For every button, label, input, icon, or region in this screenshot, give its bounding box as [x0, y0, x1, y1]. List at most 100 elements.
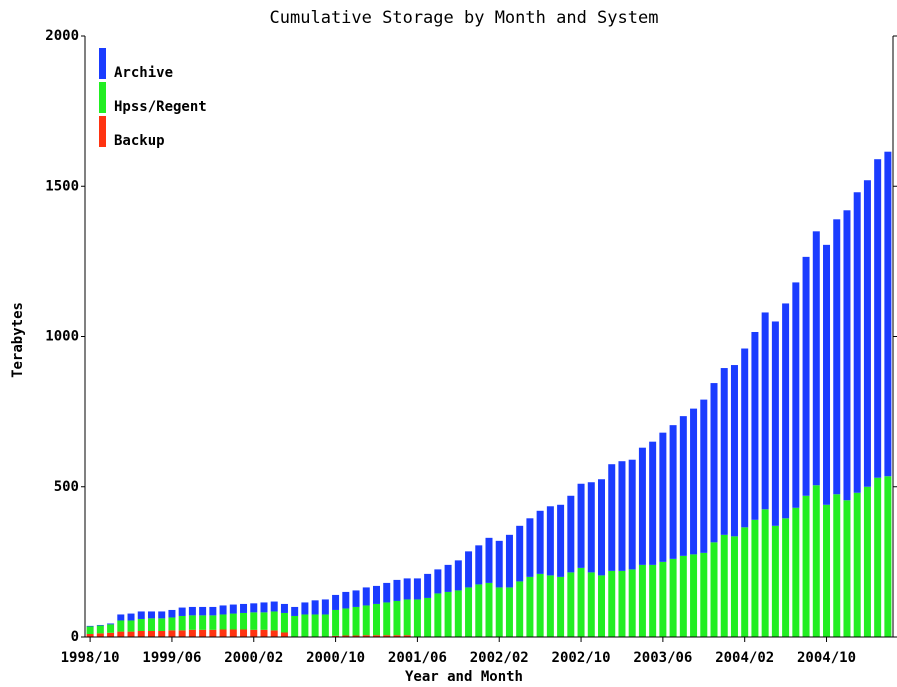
- bar-segment: [178, 607, 186, 616]
- bar-segment: [250, 629, 258, 637]
- bar-segment: [96, 633, 104, 637]
- bar-segment: [158, 618, 166, 631]
- bar-segment: [710, 542, 718, 637]
- x-tick-label: 2003/06: [633, 650, 692, 666]
- bar-segment: [311, 600, 319, 615]
- legend-swatch: [99, 82, 106, 113]
- bar-segment: [649, 564, 657, 637]
- bar-segment: [188, 615, 196, 630]
- bar-segment: [792, 282, 800, 508]
- bar-segment: [567, 495, 575, 573]
- bar-segment: [710, 383, 718, 543]
- bar-segment: [127, 631, 135, 637]
- bar-segment: [403, 599, 411, 636]
- bar-segment: [567, 572, 575, 637]
- x-axis-label: Year and Month: [405, 669, 523, 685]
- bar-segment: [598, 575, 606, 637]
- bar-segment: [229, 604, 237, 614]
- bar-segment: [137, 630, 145, 637]
- bar-segment: [147, 630, 155, 637]
- bar-segment: [833, 494, 841, 637]
- bar-segment: [618, 570, 626, 637]
- bar-segment: [751, 331, 759, 520]
- bar-segment: [536, 510, 544, 574]
- bar-segment: [823, 504, 831, 637]
- bar-segment: [638, 564, 646, 637]
- bar-segment: [598, 479, 606, 576]
- bar-segment: [199, 629, 207, 637]
- x-tick-label: 2004/02: [715, 650, 774, 666]
- bar-segment: [127, 620, 135, 632]
- bar-segment: [587, 572, 595, 637]
- bar-segment: [424, 597, 432, 637]
- bar-segment: [270, 611, 278, 631]
- bar-segment: [393, 579, 401, 601]
- bar-segment: [720, 534, 728, 637]
- bar-segment: [802, 256, 810, 496]
- bar-segment: [812, 231, 820, 486]
- x-tick-label: 1998/10: [61, 650, 120, 666]
- bar-segment: [219, 629, 227, 637]
- bar-segment: [761, 509, 769, 637]
- bar-segment: [863, 486, 871, 637]
- bar-segment: [86, 625, 94, 627]
- bar-segment: [413, 578, 421, 600]
- x-tick-label: 2000/10: [306, 650, 365, 666]
- bar-segment: [96, 625, 104, 634]
- bar-segment: [434, 569, 442, 594]
- bar-segment: [362, 605, 370, 636]
- bar-segment: [301, 614, 309, 637]
- bar-segment: [393, 635, 401, 637]
- bar-segment: [188, 606, 196, 616]
- bar-segment: [137, 618, 145, 631]
- bar-segment: [792, 507, 800, 637]
- bar-segment: [229, 629, 237, 637]
- bar-segment: [280, 632, 288, 637]
- bar-segment: [505, 587, 513, 637]
- bar-segment: [332, 635, 340, 637]
- bar-segment: [107, 623, 115, 625]
- bar-segment: [178, 615, 186, 631]
- bar-segment: [853, 492, 861, 637]
- bar-segment: [843, 500, 851, 637]
- bar-segment: [812, 485, 820, 637]
- x-tick-label: 2001/06: [388, 650, 447, 666]
- chart-title: Cumulative Storage by Month and System: [270, 8, 659, 28]
- bar-segment: [577, 567, 585, 637]
- bar-segment: [117, 631, 125, 637]
- legend-label: Backup: [114, 133, 165, 149]
- bar-segment: [301, 602, 309, 615]
- bar-segment: [557, 504, 565, 577]
- x-tick-label: 2000/02: [224, 650, 283, 666]
- bar-segment: [730, 536, 738, 637]
- bar-segment: [342, 608, 350, 636]
- bar-segment: [240, 603, 248, 613]
- bar-segment: [751, 519, 759, 637]
- bar-segment: [802, 495, 810, 637]
- bar-segment: [372, 585, 380, 604]
- bar-segment: [383, 582, 391, 603]
- y-tick-label: 1000: [45, 329, 79, 345]
- bar-segment: [332, 594, 340, 610]
- bar-segment: [137, 611, 145, 619]
- bar-segment: [608, 570, 616, 637]
- bar-segment: [209, 629, 217, 637]
- bar-segment: [393, 600, 401, 636]
- bar-segment: [495, 587, 503, 637]
- bar-segment: [444, 564, 452, 592]
- bar-segment: [587, 482, 595, 573]
- bar-segment: [843, 210, 851, 501]
- bar-segment: [638, 447, 646, 565]
- bar-segment: [454, 560, 462, 591]
- bar-segment: [679, 555, 687, 637]
- bar-segment: [342, 635, 350, 637]
- bar-segment: [117, 620, 125, 632]
- bar-segment: [659, 561, 667, 637]
- bar-segment: [516, 581, 524, 637]
- bar-segment: [700, 399, 708, 553]
- bar-segment: [577, 483, 585, 568]
- bar-segment: [107, 632, 115, 637]
- bar-segment: [311, 614, 319, 637]
- bar-segment: [321, 614, 329, 637]
- bar-segment: [362, 635, 370, 637]
